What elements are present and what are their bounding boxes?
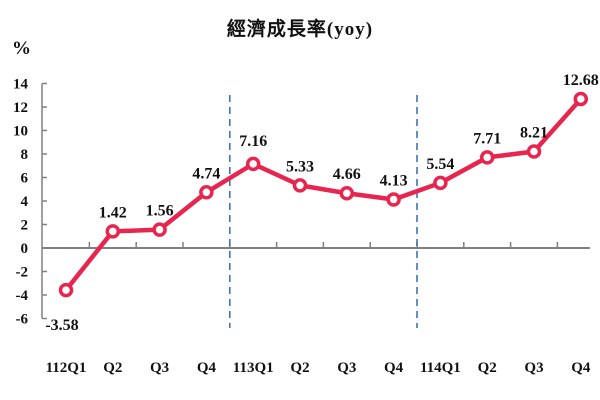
data-point-marker: [152, 222, 167, 237]
data-value-label: 8.21: [520, 125, 548, 142]
data-value-label: 1.42: [99, 204, 127, 221]
y-tick-label: 8: [21, 147, 29, 163]
x-category-label: Q4: [197, 360, 217, 376]
data-point-marker: [339, 185, 355, 201]
y-axis-unit: %: [12, 38, 31, 59]
x-category-label: 114Q1: [420, 360, 461, 376]
data-value-label: 1.56: [146, 203, 174, 220]
data-value-label: -3.58: [45, 317, 78, 334]
x-category-label: Q4: [571, 360, 591, 376]
chart-title: 經濟成長率(yoy): [226, 19, 374, 40]
data-point-marker: [479, 150, 495, 165]
y-tick-label: 10: [13, 124, 28, 140]
x-category-label: 112Q1: [46, 360, 87, 376]
data-point-marker: [526, 144, 542, 159]
x-category-label: Q2: [478, 360, 497, 376]
x-category-label: Q3: [150, 360, 169, 376]
data-value-label: 12.68: [563, 72, 599, 89]
x-category-label: Q3: [524, 360, 543, 376]
y-tick-label: 4: [21, 194, 29, 210]
y-tick-label: -4: [16, 288, 29, 304]
data-point-marker: [433, 175, 448, 191]
data-value-label: 4.66: [333, 166, 361, 183]
y-tick-label: 12: [13, 100, 28, 116]
data-value-label: 7.71: [473, 130, 501, 147]
data-point-marker: [573, 91, 589, 107]
data-value-label: 5.54: [426, 156, 454, 173]
x-category-label: Q4: [384, 360, 404, 376]
y-tick-label: -6: [16, 312, 29, 328]
series-line: [64, 97, 583, 292]
y-tick-label: -2: [16, 265, 29, 281]
y-tick-label: 2: [21, 218, 29, 234]
x-category-label: Q2: [103, 360, 122, 376]
y-tick-label: 14: [13, 77, 29, 93]
data-value-label: 4.13: [380, 172, 408, 189]
data-point-marker: [199, 185, 214, 200]
x-category-label: 113Q1: [233, 360, 274, 376]
data-point-marker: [58, 282, 74, 298]
data-point-marker: [245, 156, 261, 172]
y-tick-label: 0: [21, 241, 29, 257]
x-category-label: Q3: [337, 360, 356, 376]
data-value-label: 7.16: [239, 133, 267, 150]
data-point-marker: [292, 178, 308, 193]
data-value-label: 5.33: [286, 158, 314, 175]
data-point-marker: [386, 192, 401, 207]
data-value-label: 4.74: [192, 165, 220, 182]
data-point-marker: [105, 224, 121, 239]
y-tick-label: 6: [21, 171, 29, 187]
x-category-label: Q2: [290, 360, 309, 376]
